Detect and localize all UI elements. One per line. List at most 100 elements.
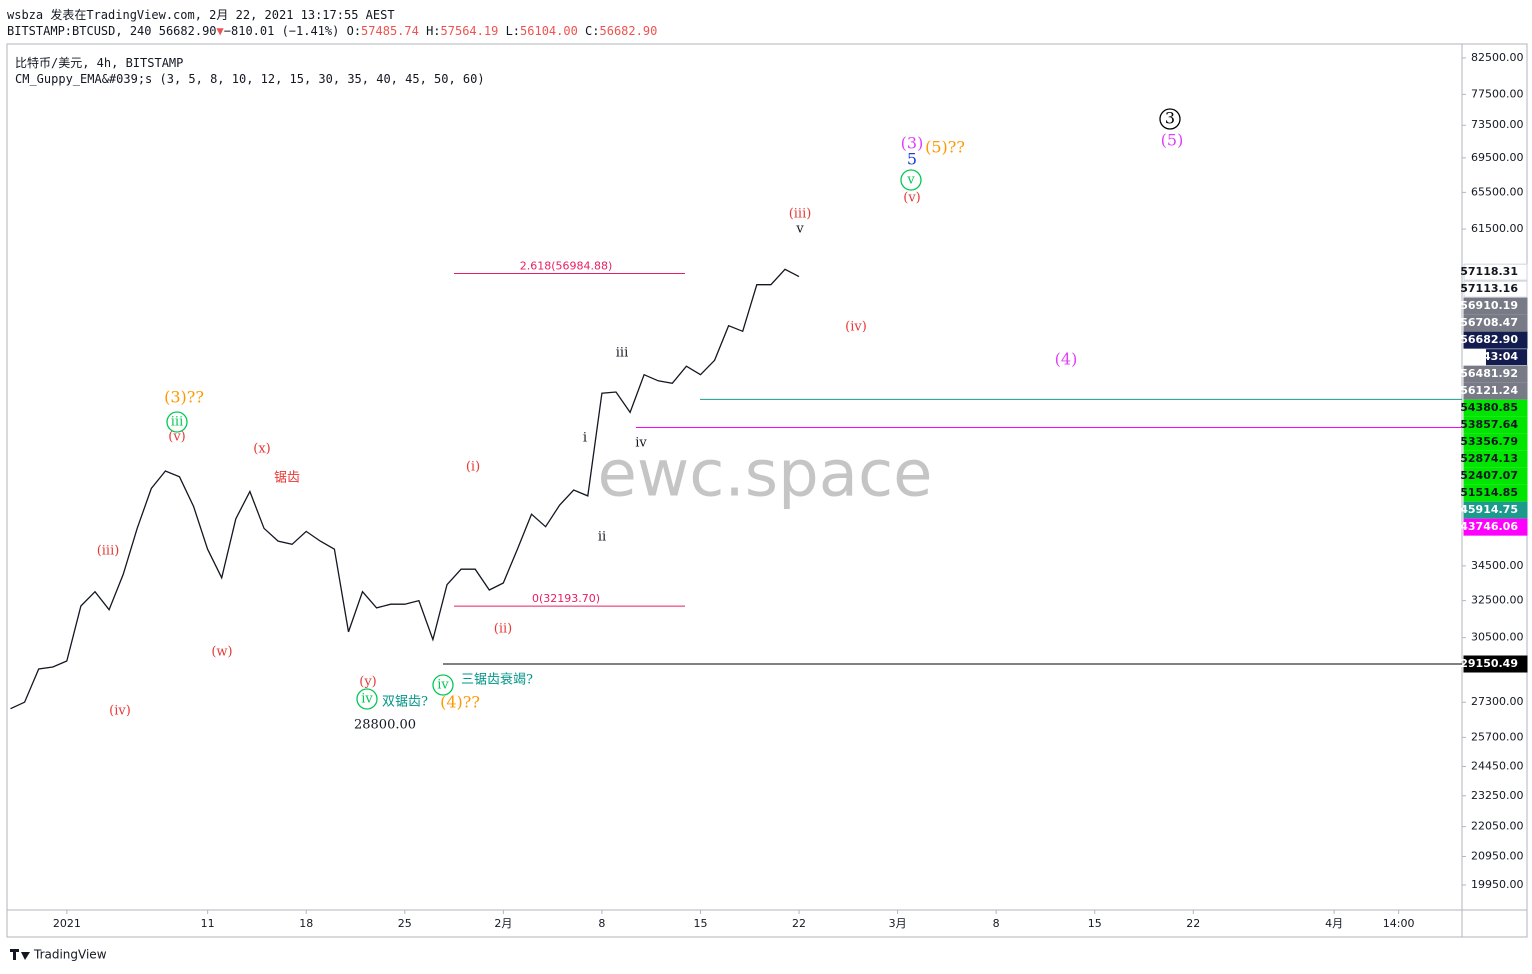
frame — [6, 43, 1528, 938]
x-tick-label: 2021 — [53, 917, 81, 930]
wave-label: (w) — [211, 645, 232, 660]
wave-circle — [432, 674, 454, 696]
price-tag — [1463, 314, 1528, 332]
price-tag-label: 43746.06 — [1460, 520, 1518, 533]
price-tag — [1463, 433, 1528, 451]
y-tick-label: 69500.00 — [1471, 151, 1524, 164]
wave-label: (4) — [1055, 350, 1078, 369]
y-tick-label: 27300.00 — [1471, 695, 1524, 708]
price-tag-label: 54380.85 — [1460, 401, 1518, 414]
wave-label: (iii) — [97, 544, 120, 559]
y-tick-label: 61500.00 — [1471, 222, 1524, 235]
wave-label: 28800.00 — [354, 718, 416, 733]
publisher-line: wsbza 发表在TradingView.com, 2月 22, 2021 13… — [7, 8, 395, 22]
wave-label: (5)?? — [925, 138, 965, 157]
wave-label: 5 — [907, 150, 917, 169]
wave-label: (5) — [1161, 131, 1184, 150]
wave-label: v — [795, 222, 804, 237]
change-arrow: ▼ — [216, 24, 224, 38]
price-tag-label: 56682.90 — [1460, 333, 1518, 346]
price-tag — [1463, 450, 1528, 468]
x-tick-label: 14:00 — [1383, 917, 1415, 930]
price-line — [10, 268, 800, 710]
y-tick-label: 23250.00 — [1471, 789, 1524, 802]
ohlc-value: 56104.00 — [520, 24, 578, 38]
x-tick-label: 8 — [993, 917, 1000, 930]
wave-label: 3 — [1165, 109, 1175, 128]
wave-label: (4)?? — [440, 693, 480, 712]
price-tag — [1463, 399, 1528, 417]
wave-label: (v) — [903, 191, 921, 206]
price-tag — [1463, 331, 1528, 349]
price-tag — [1463, 297, 1528, 315]
wave-label: iii — [616, 346, 628, 361]
wave-label: (y) — [359, 675, 377, 690]
x-tick-label: 11 — [201, 917, 215, 930]
price-tag-label: 52874.13 — [1460, 452, 1518, 465]
y-tick-label: 82500.00 — [1471, 51, 1524, 64]
wave-label: (ii) — [494, 622, 512, 637]
y-tick-label: 34500.00 — [1471, 559, 1524, 572]
fib-label: 2.618(56984.88) — [520, 260, 613, 273]
price-tag-label: 45914.75 — [1460, 503, 1518, 516]
footer-brand: TradingView — [33, 948, 107, 962]
ohlc: O:57485.74 H:57564.19 L:56104.00 C:56682… — [347, 24, 665, 38]
x-tick-label: 22 — [1186, 917, 1200, 930]
wave-label: (3) — [901, 134, 924, 153]
wave-label: (x) — [253, 442, 270, 457]
y-tick-label: 77500.00 — [1471, 87, 1524, 100]
x-tick-label: 4月 — [1325, 917, 1343, 930]
x-tick-label: 3月 — [889, 917, 907, 930]
price-tag-label: 53356.79 — [1460, 435, 1518, 448]
wave-label: 锯齿 — [274, 471, 300, 486]
symbol-line: BITSTAMP:BTCUSD, 240 56682.90▼−810.01 (−… — [7, 24, 665, 38]
wave-label: i — [583, 431, 587, 446]
y-tick-label: 20950.00 — [1471, 849, 1524, 862]
y-tick-label: 19950.00 — [1471, 878, 1524, 891]
last-price: 56682.90 — [158, 24, 217, 38]
countdown: 43:04 — [1483, 350, 1518, 363]
fib-label: 0(32193.70) — [532, 592, 600, 605]
indicator-legend: CM_Guppy_EMA&#039;s (3, 5, 8, 10, 12, 15… — [15, 72, 485, 86]
price-tag — [1463, 501, 1528, 519]
ohlc-key: H: — [426, 24, 441, 38]
price-tag — [1463, 518, 1528, 536]
wave-label: (iii) — [789, 207, 812, 222]
price-tag-label: 56910.19 — [1460, 299, 1518, 312]
footer-logo — [10, 949, 30, 960]
change: −810.01 (−1.41%) — [223, 24, 340, 38]
ohlc-value: 57564.19 — [440, 24, 499, 38]
wave-label: (iv) — [845, 320, 867, 335]
y-tick-label: 65500.00 — [1471, 185, 1524, 198]
wave-circle — [1159, 108, 1181, 130]
x-tick-label: 22 — [792, 917, 806, 930]
price-tag — [1463, 263, 1528, 281]
wave-circle — [900, 169, 922, 191]
x-tick-label: 8 — [598, 917, 605, 930]
y-tick-label: 22050.00 — [1471, 820, 1524, 833]
price-tag — [1463, 484, 1528, 502]
y-tick-label: 73500.00 — [1471, 118, 1524, 131]
wave-label: ii — [598, 530, 606, 545]
watermark: ewc.space — [598, 438, 933, 512]
price-tag-label: 57118.31 — [1460, 265, 1518, 278]
price-tag — [1463, 467, 1528, 485]
wave-label: (i) — [466, 460, 480, 475]
price-tag-label: 29150.49 — [1460, 657, 1518, 670]
symbol-legend: 比特币/美元, 4h, BITSTAMP — [15, 56, 184, 70]
y-tick-label: 30500.00 — [1471, 631, 1524, 644]
x-tick-label: 25 — [398, 917, 412, 930]
wave-label: (iv) — [109, 704, 131, 719]
price-tag-label: 51514.85 — [1460, 486, 1518, 499]
y-tick-label: 25700.00 — [1471, 730, 1524, 743]
wave-label: (v) — [168, 430, 186, 445]
symbol: BITSTAMP:BTCUSD, 240 — [7, 24, 152, 38]
ohlc-key: C: — [585, 24, 600, 38]
wave-label: v — [906, 173, 915, 188]
wave-label: iv — [437, 678, 449, 693]
countdown-tag — [1486, 349, 1527, 366]
wave-circle — [356, 688, 378, 710]
ohlc-key: L: — [505, 24, 521, 38]
